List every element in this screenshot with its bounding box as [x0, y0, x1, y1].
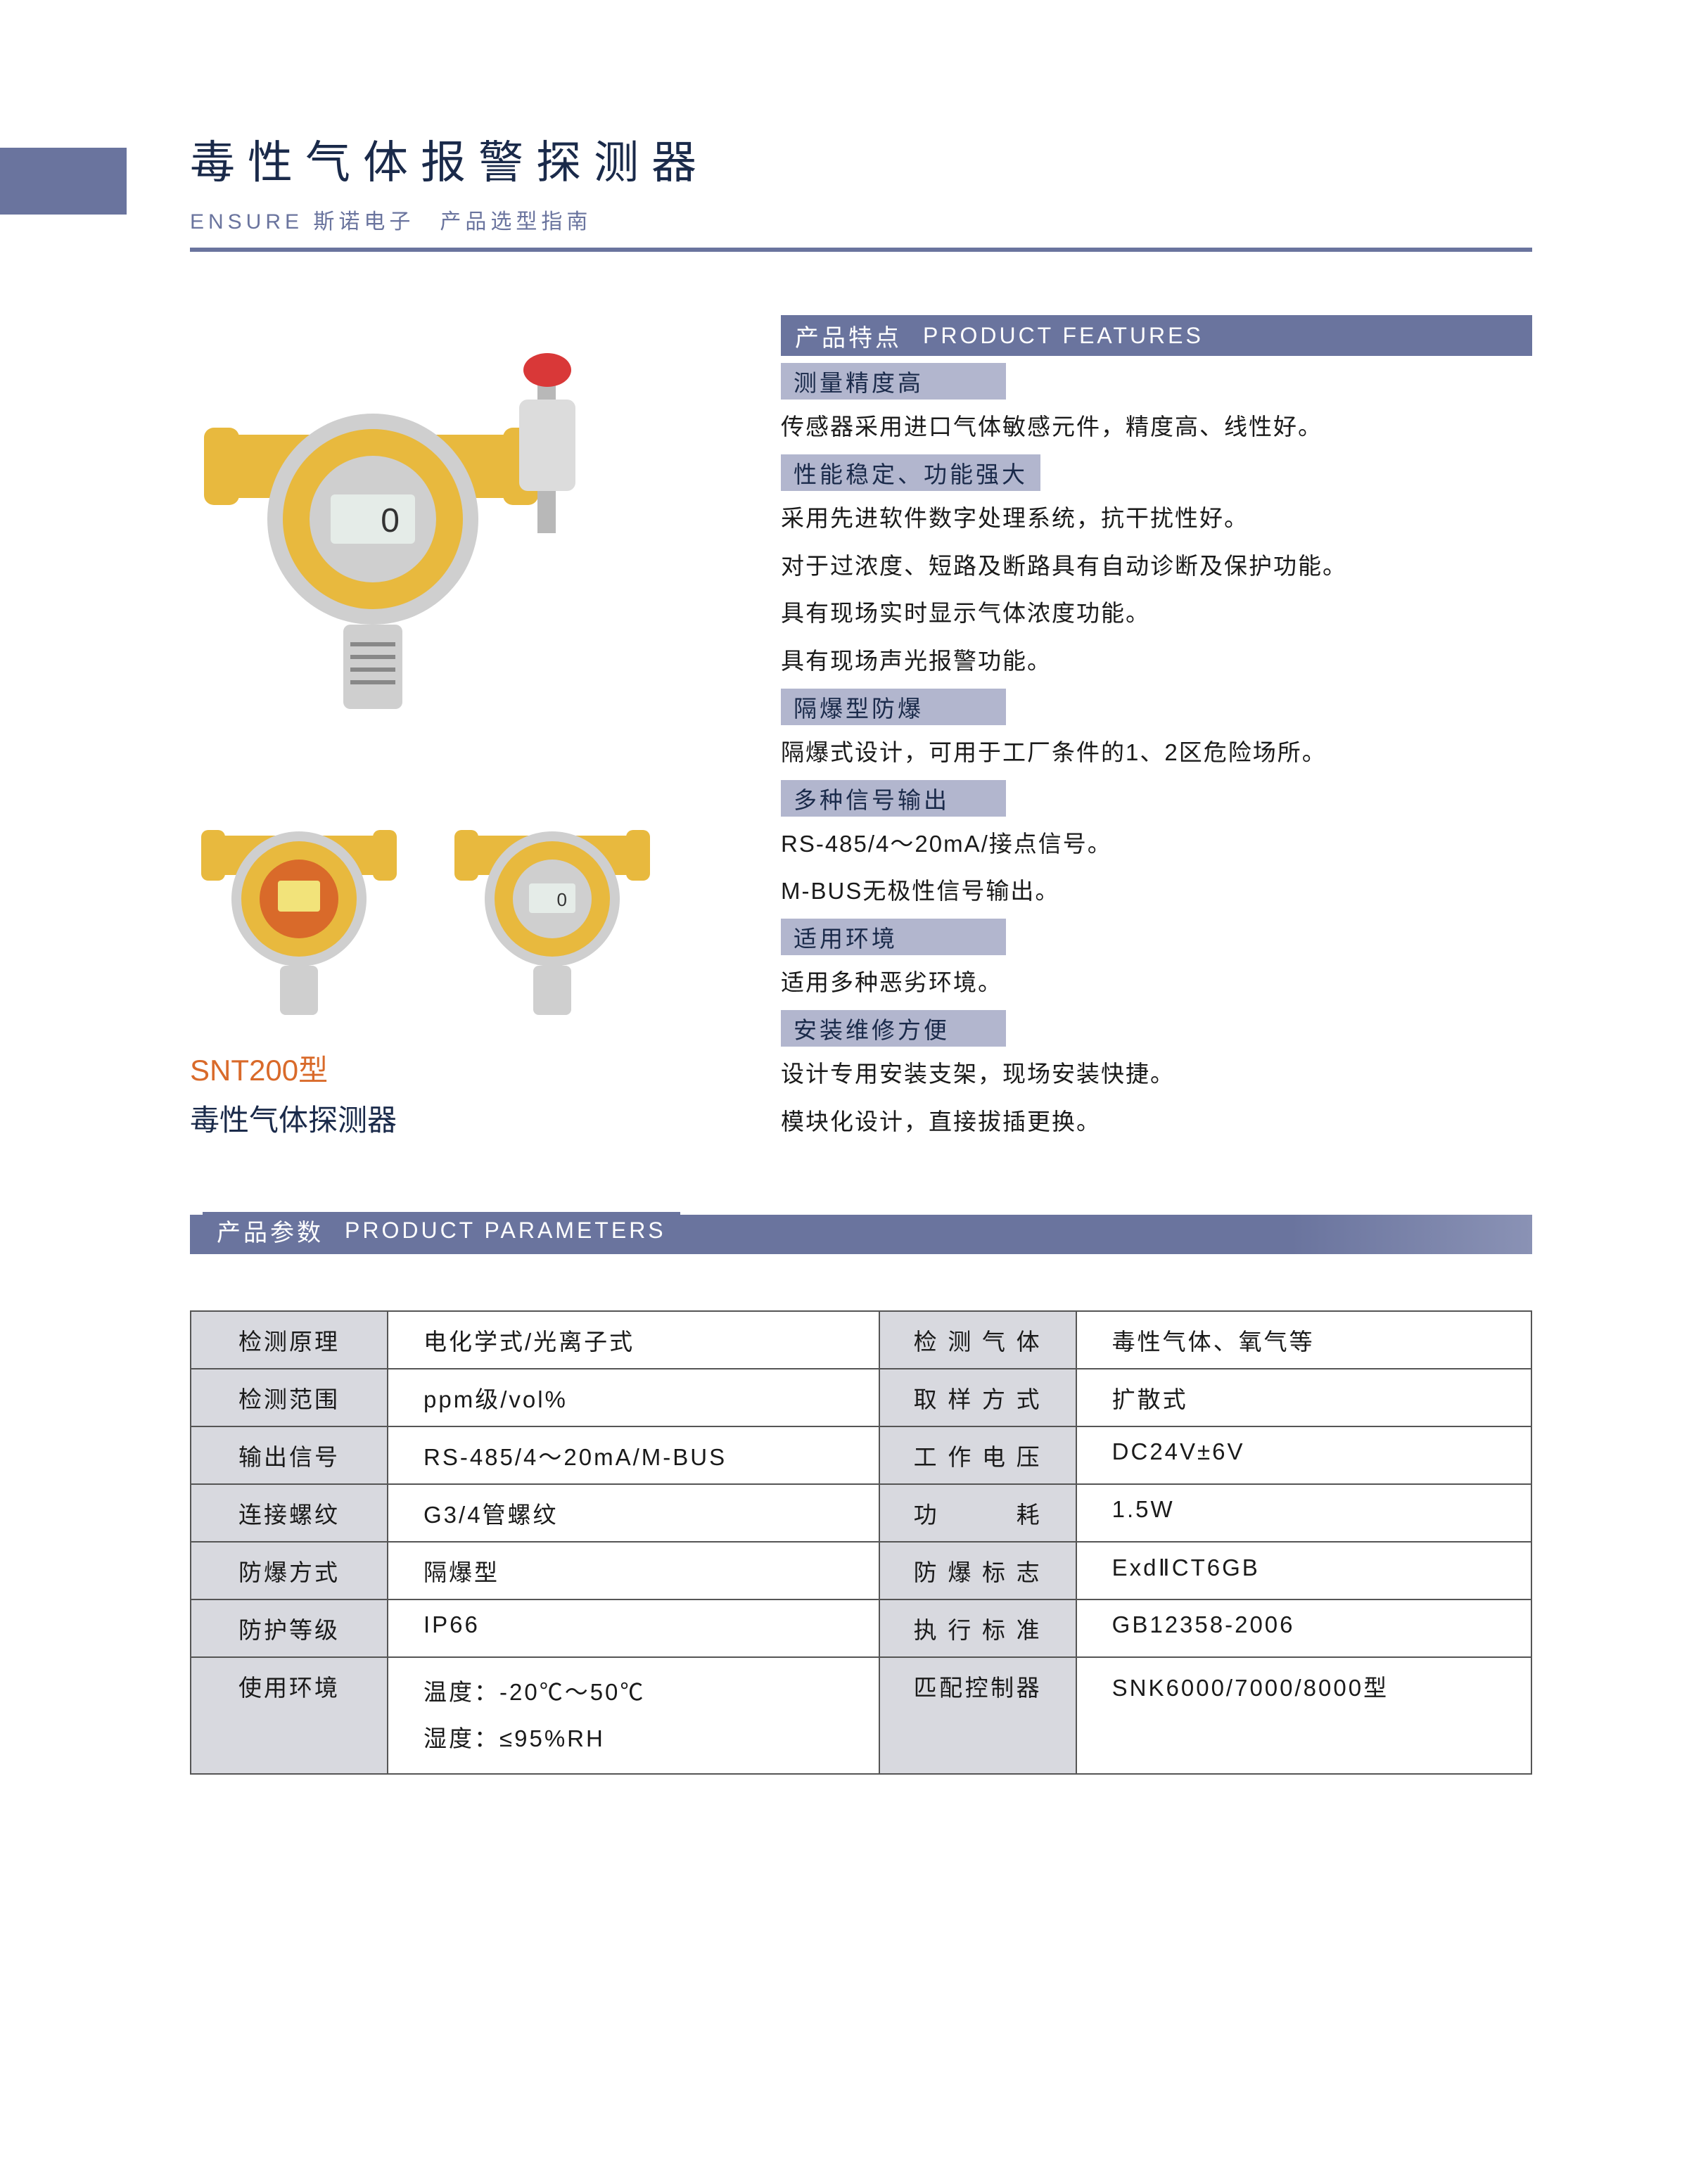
gas-detector-side-icon: 0 [443, 786, 661, 1018]
feature-line: 模块化设计，直接拔插更换。 [781, 1101, 1532, 1142]
product-image-alt-2: 0 [443, 786, 661, 1018]
feature-subheading: 性能稳定、功能强大 [781, 454, 1040, 491]
feature-subheading: 多种信号输出 [781, 780, 1006, 817]
param-value: DC24V±6V [1076, 1426, 1531, 1484]
features-banner-en: PRODUCT FEATURES [923, 323, 1204, 349]
gas-detector-front-icon [190, 786, 408, 1018]
page-header: 毒性气体报警探测器 ENSURE 斯诺电子 产品选型指南 [190, 127, 1532, 235]
parameters-banner-cn: 产品参数 [217, 1213, 324, 1248]
param-label: 检测原理 [191, 1311, 388, 1369]
param-value: ExdⅡCT6GB [1076, 1542, 1531, 1599]
feature-line: RS-485/4～20mA/接点信号。 [781, 824, 1532, 864]
param-value: 1.5W [1076, 1484, 1531, 1542]
feature-line: 适用多种恶劣环境。 [781, 962, 1532, 1003]
model-name: 毒性气体探测器 [190, 1097, 711, 1139]
param-label: 工作电压 [879, 1426, 1076, 1484]
table-row: 使用环境温度：-20℃～50℃湿度：≤95%RH匹配控制器SNK6000/700… [191, 1657, 1531, 1774]
table-row: 连接螺纹G3/4管螺纹功 耗1.5W [191, 1484, 1531, 1542]
parameters-table: 检测原理电化学式/光离子式检测气体毒性气体、氧气等检测范围ppm级/vol%取样… [190, 1310, 1532, 1775]
table-row: 输出信号RS-485/4～20mA/M-BUS工作电压DC24V±6V [191, 1426, 1531, 1484]
param-label: 检测气体 [879, 1311, 1076, 1369]
model-label: SNT200型 毒性气体探测器 [190, 1047, 711, 1139]
feature-subheading: 安装维修方便 [781, 1010, 1006, 1047]
feature-line: 具有现场声光报警功能。 [781, 641, 1532, 682]
param-value: G3/4管螺纹 [388, 1484, 879, 1542]
feature-subheading: 测量精度高 [781, 363, 1006, 400]
param-value: 电化学式/光离子式 [388, 1311, 879, 1369]
param-value: 温度：-20℃～50℃湿度：≤95%RH [388, 1657, 879, 1774]
feature-line: M-BUS无极性信号输出。 [781, 871, 1532, 912]
param-value: RS-485/4～20mA/M-BUS [388, 1426, 879, 1484]
features-banner: 产品特点 PRODUCT FEATURES [781, 315, 1532, 356]
product-image-alt-1 [190, 786, 408, 1018]
param-label: 防护等级 [191, 1599, 388, 1657]
param-label: 匹配控制器 [879, 1657, 1076, 1774]
svg-text:0: 0 [557, 889, 567, 910]
param-label: 取样方式 [879, 1369, 1076, 1426]
param-label: 检测范围 [191, 1369, 388, 1426]
features-body: 测量精度高传感器采用进口气体敏感元件，精度高、线性好。性能稳定、功能强大采用先进… [781, 363, 1532, 1142]
param-value: SNK6000/7000/8000型 [1076, 1657, 1531, 1774]
page-title: 毒性气体报警探测器 [190, 127, 1532, 191]
svg-text:0: 0 [381, 502, 400, 539]
feature-line: 具有现场实时显示气体浓度功能。 [781, 593, 1532, 634]
gas-detector-icon: 0 [190, 315, 668, 765]
side-accent-tab [0, 148, 127, 215]
param-label: 执行标准 [879, 1599, 1076, 1657]
table-row: 防爆方式隔爆型防爆标志ExdⅡCT6GB [191, 1542, 1531, 1599]
header-divider [190, 248, 1532, 252]
param-label: 功 耗 [879, 1484, 1076, 1542]
feature-line: 隔爆式设计，可用于工厂条件的1、2区危险场所。 [781, 732, 1532, 773]
table-row: 防护等级IP66执行标准GB12358-2006 [191, 1599, 1531, 1657]
parameters-banner-en: PRODUCT PARAMETERS [345, 1218, 666, 1244]
product-image-main: 0 [190, 315, 668, 765]
param-value: 扩散式 [1076, 1369, 1531, 1426]
param-value: GB12358-2006 [1076, 1599, 1531, 1657]
param-label: 输出信号 [191, 1426, 388, 1484]
parameters-banner: 产品参数 PRODUCT PARAMETERS [190, 1212, 1532, 1254]
parameters-section: 产品参数 PRODUCT PARAMETERS 检测原理电化学式/光离子式检测气… [190, 1212, 1532, 1775]
param-value: 隔爆型 [388, 1542, 879, 1599]
feature-line: 对于过浓度、短路及断路具有自动诊断及保护功能。 [781, 546, 1532, 587]
features-banner-cn: 产品特点 [795, 319, 902, 353]
param-label: 连接螺纹 [191, 1484, 388, 1542]
feature-subheading: 适用环境 [781, 919, 1006, 955]
param-value: ppm级/vol% [388, 1369, 879, 1426]
feature-subheading: 隔爆型防爆 [781, 689, 1006, 725]
features-column: 产品特点 PRODUCT FEATURES 测量精度高传感器采用进口气体敏感元件… [781, 315, 1532, 1142]
table-row: 检测范围ppm级/vol%取样方式扩散式 [191, 1369, 1531, 1426]
page-subtitle: ENSURE 斯诺电子 产品选型指南 [190, 204, 1532, 235]
feature-line: 设计专用安装支架，现场安装快捷。 [781, 1054, 1532, 1094]
model-code: SNT200型 [190, 1047, 711, 1090]
param-value: 毒性气体、氧气等 [1076, 1311, 1531, 1369]
param-label: 防爆标志 [879, 1542, 1076, 1599]
param-label: 使用环境 [191, 1657, 388, 1774]
feature-line: 传感器采用进口气体敏感元件，精度高、线性好。 [781, 407, 1532, 447]
param-value: IP66 [388, 1599, 879, 1657]
param-label: 防爆方式 [191, 1542, 388, 1599]
product-image-column: 0 [190, 315, 711, 1142]
table-row: 检测原理电化学式/光离子式检测气体毒性气体、氧气等 [191, 1311, 1531, 1369]
feature-line: 采用先进软件数字处理系统，抗干扰性好。 [781, 498, 1532, 539]
